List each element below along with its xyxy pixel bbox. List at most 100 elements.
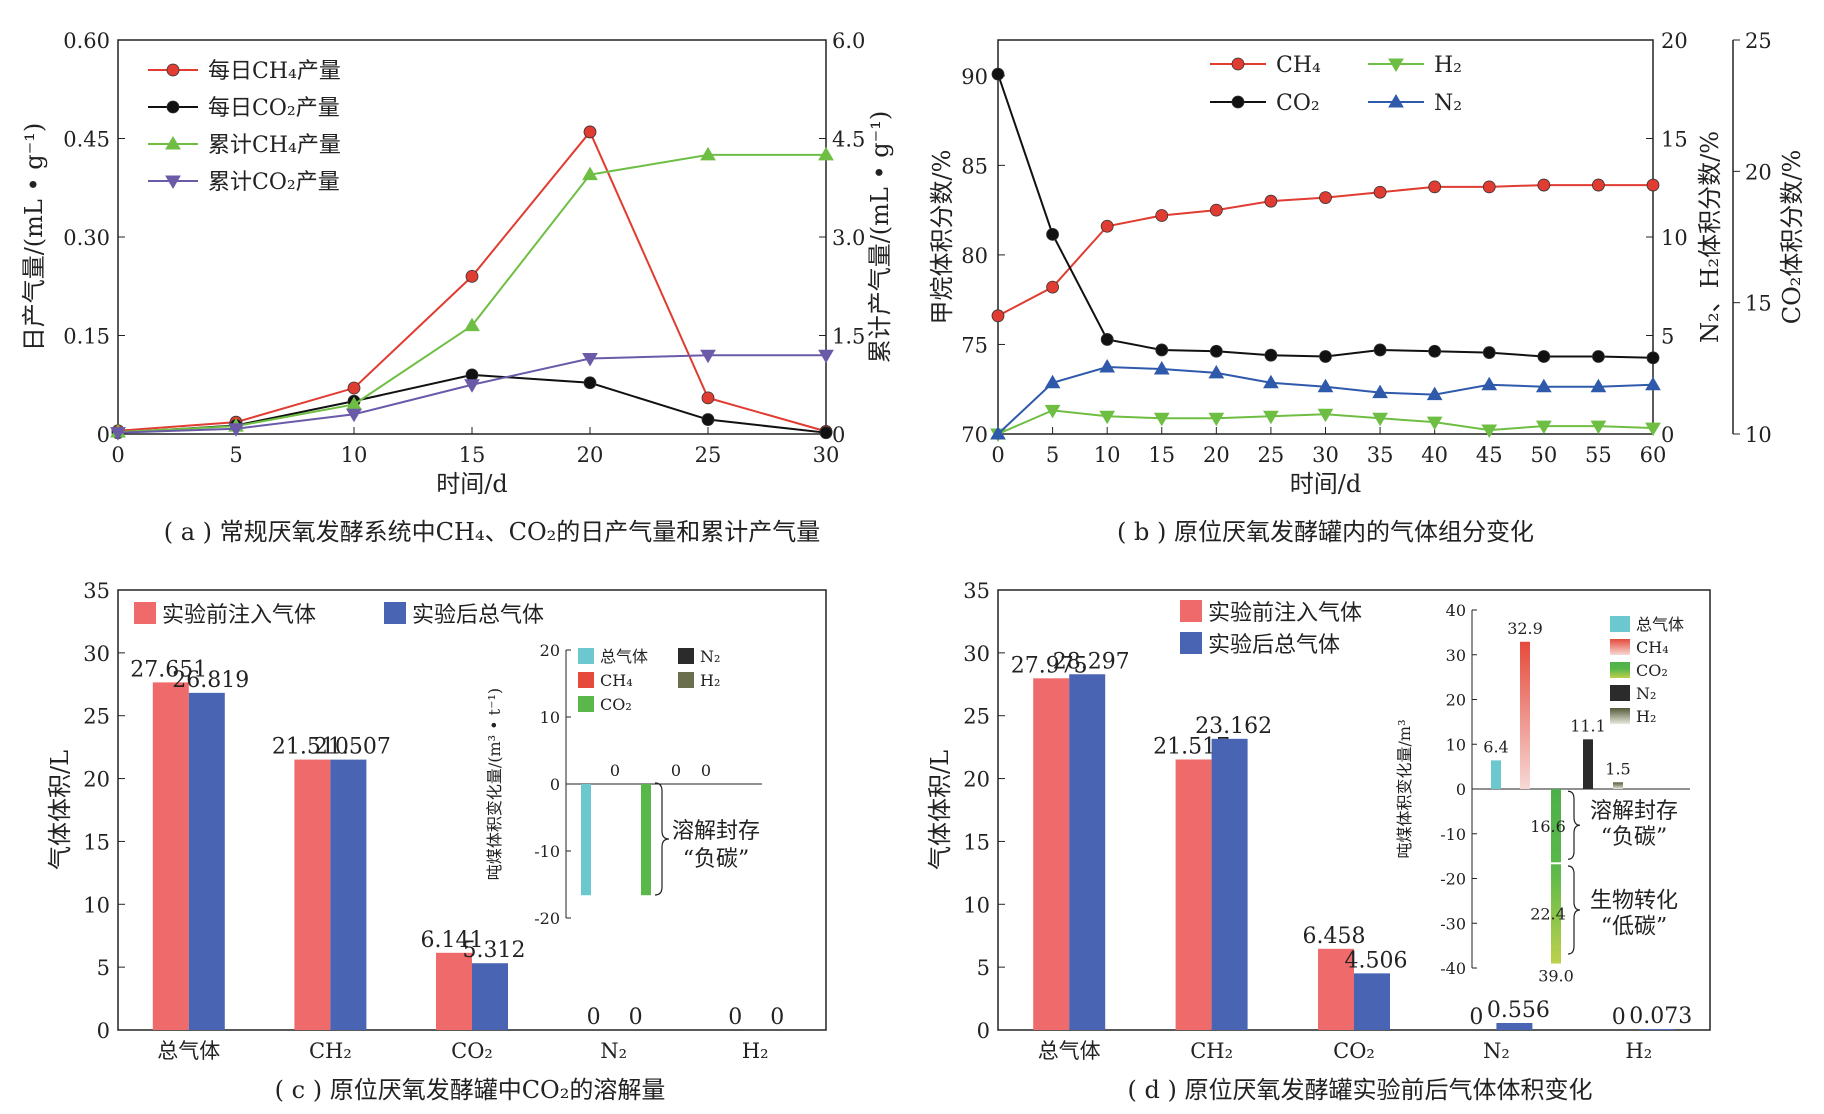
inset-legend-label: H₂ (700, 671, 720, 690)
data-point (1155, 209, 1169, 222)
bar-value-label: 28.297 (1053, 649, 1130, 674)
inset-bar-label: 39.0 (1538, 967, 1574, 986)
legend-marker (1388, 58, 1404, 72)
inset-y-tick-label: -30 (1440, 914, 1466, 933)
inset-brace (1567, 865, 1581, 955)
data-point (1100, 333, 1114, 346)
data-point (1209, 344, 1223, 358)
data-point (1046, 227, 1059, 241)
data-point (465, 269, 479, 283)
panel-caption: ( c ) 原位厌氧发酵罐中CO₂的溶解量 (275, 1076, 666, 1104)
y2-tick-label: 6.0 (832, 29, 865, 53)
data-point (1590, 378, 1607, 393)
bar-value-label: 6.141 (421, 928, 484, 953)
x-tick-label: 10 (341, 443, 368, 467)
data-point (1317, 408, 1334, 423)
data-point (819, 426, 833, 440)
inset-segment-label: 16.6 (1530, 817, 1566, 836)
inset-bar-label: 0 (671, 761, 681, 780)
inset-y-axis-label: 吨煤体积变化量/m³ (1395, 720, 1414, 859)
data-point (1592, 178, 1605, 192)
bar-value-label: 21.510 (272, 735, 349, 760)
data-point (1263, 410, 1279, 425)
y3-axis-label: CO₂体积分数/% (1778, 150, 1806, 325)
data-point (228, 423, 244, 437)
data-point (1372, 412, 1388, 427)
panel-caption: ( a ) 常规厌氧发酵系统中CH₄、CO₂的日产气量和累计产气量 (164, 518, 821, 546)
legend-label: 每日CO₂产量 (208, 96, 340, 121)
x-tick-label: CO₂ (1333, 1039, 1375, 1063)
data-point (1426, 386, 1443, 401)
y-tick-label: 30 (963, 642, 990, 666)
inset-legend-label: N₂ (700, 647, 720, 666)
data-point (1099, 410, 1116, 425)
y-tick-label: 0.15 (63, 325, 110, 349)
y2-tick-label: 10 (1661, 226, 1688, 250)
y-tick-label: 0.30 (63, 226, 110, 250)
inset-annotation: “负碳” (1601, 825, 1668, 850)
data-point (464, 379, 480, 393)
y-axis-label: 气体体积/L (926, 750, 954, 870)
bar (1069, 674, 1106, 1030)
data-point (1428, 180, 1442, 194)
x-tick-label: H₂ (742, 1039, 769, 1063)
legend-swatch (134, 602, 156, 624)
data-point (818, 349, 834, 364)
x-tick-label: 30 (813, 443, 840, 467)
data-point (1100, 219, 1114, 233)
data-point (1153, 360, 1170, 375)
legend-marker (165, 136, 181, 150)
data-point (1317, 378, 1334, 393)
data-point (582, 166, 598, 181)
inset-legend-label: H₂ (1636, 707, 1656, 726)
data-point (991, 309, 1005, 323)
panel-caption: ( b ) 原位厌氧发酵罐内的气体组分变化 (1117, 518, 1534, 546)
inset-legend-label: CH₄ (600, 671, 633, 690)
bar-value-label: 0 (1469, 1005, 1483, 1030)
y-tick-label: 30 (83, 642, 110, 666)
data-point (1264, 194, 1278, 208)
bar-value-label: 0 (728, 1005, 742, 1030)
legend-label: N₂ (1434, 91, 1462, 116)
bar-value-label: 23.162 (1195, 714, 1272, 739)
bar (1354, 973, 1390, 1030)
x-tick-label: 0 (991, 443, 1004, 467)
inset-legend-label: CH₄ (1636, 638, 1669, 657)
x-tick-label: 5 (1046, 443, 1059, 467)
data-point (1319, 350, 1332, 363)
data-point (582, 352, 598, 367)
inset-legend-label: CO₂ (600, 695, 632, 714)
bar-value-label: 0 (770, 1005, 784, 1030)
x-tick-label: 45 (1476, 443, 1503, 467)
x-axis-label: 时间/d (1290, 470, 1361, 498)
y-tick-label: 15 (83, 830, 110, 854)
data-point (1428, 344, 1442, 358)
data-point (1645, 376, 1661, 391)
bar (330, 759, 367, 1030)
x-axis-label: 时间/d (436, 470, 507, 498)
data-point (347, 381, 361, 395)
data-point (1153, 412, 1170, 427)
legend-marker (1231, 57, 1245, 71)
inset-legend-swatch (1610, 616, 1630, 632)
x-tick-label: 总气体 (1038, 1039, 1101, 1063)
bar (1638, 1029, 1675, 1030)
data-point (1646, 351, 1660, 365)
y2-tick-label: 0 (832, 423, 845, 447)
bar (436, 952, 472, 1030)
y-tick-label: 35 (963, 579, 990, 603)
y-tick-label: 20 (83, 768, 110, 792)
legend-marker (166, 100, 180, 114)
data-point (1208, 364, 1225, 379)
inset-y-tick-label: -20 (1440, 870, 1466, 889)
legend-label: CO₂ (1276, 91, 1320, 116)
bar (1033, 678, 1070, 1030)
data-point (110, 427, 126, 441)
y-tick-label: 35 (83, 579, 110, 603)
legend-label: 累计CO₂产量 (208, 170, 340, 195)
inset-legend-swatch (678, 672, 694, 688)
inset-y-tick-label: 30 (1446, 646, 1466, 665)
data-point (1046, 280, 1059, 294)
inset-legend-label: 总气体 (1636, 615, 1684, 634)
legend-label: 实验后总气体 (1208, 633, 1340, 658)
